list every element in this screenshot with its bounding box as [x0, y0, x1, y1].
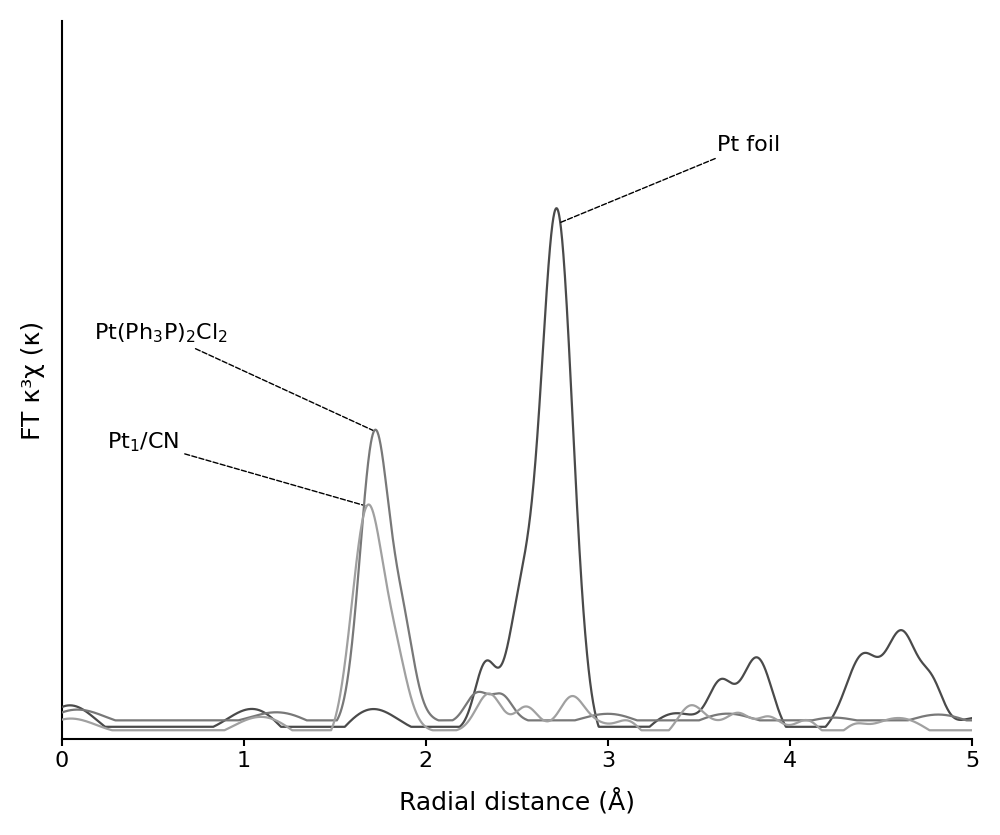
Y-axis label: FT κ³χ (κ): FT κ³χ (κ) [21, 321, 45, 439]
Text: Pt$_1$/CN: Pt$_1$/CN [107, 430, 365, 505]
X-axis label: Radial distance (Å): Radial distance (Å) [399, 787, 635, 814]
Text: Pt(Ph$_3$P)$_2$Cl$_2$: Pt(Ph$_3$P)$_2$Cl$_2$ [94, 321, 374, 431]
Text: Pt foil: Pt foil [559, 134, 780, 223]
